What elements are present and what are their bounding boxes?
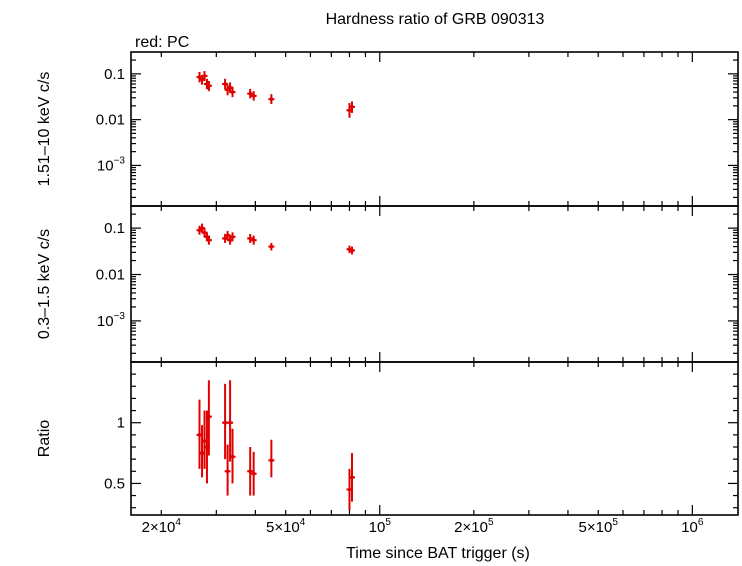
- data-marker: [251, 238, 256, 242]
- data-marker: [228, 238, 232, 242]
- x-tick-label: 5×105: [579, 517, 619, 536]
- data-marker: [347, 487, 352, 492]
- y-axis-label-hard: 1.51–10 keV c/s: [36, 72, 53, 187]
- panel-soft-frame: [130, 205, 739, 363]
- data-marker: [223, 236, 227, 241]
- data-point: [348, 453, 355, 502]
- data-point: [205, 80, 212, 92]
- panel-ratio-frame: [130, 361, 739, 516]
- panels-layer: 0.1 0.01 10−3 1.51–10 keV c/s 0.1 0.01 10−3 0.3…: [36, 51, 739, 516]
- data-marker: [251, 471, 256, 476]
- data-marker: [269, 244, 274, 249]
- data-marker: [223, 420, 227, 425]
- y-axis-label-ratio: Ratio: [36, 420, 53, 457]
- data-point: [203, 410, 210, 484]
- data-point: [201, 71, 208, 81]
- data-point: [247, 88, 254, 99]
- data-marker: [200, 77, 204, 82]
- data-marker: [197, 228, 202, 233]
- data-marker: [197, 75, 202, 79]
- data-point: [224, 230, 231, 240]
- data-marker: [269, 458, 274, 463]
- data-marker: [228, 85, 232, 90]
- y-tick-label: 0.01: [96, 112, 125, 129]
- data-point: [247, 447, 254, 496]
- data-marker: [205, 235, 209, 239]
- data-marker: [248, 469, 252, 474]
- chart-title: Hardness ratio of GRB 090313: [326, 11, 545, 28]
- y-tick-label: 0.5: [104, 475, 125, 492]
- data-point: [348, 101, 355, 113]
- y-axis-label-soft: 0.3–1.5 keV c/s: [36, 229, 53, 339]
- data-marker: [202, 74, 207, 78]
- data-marker: [207, 83, 211, 88]
- data-marker: [225, 469, 230, 474]
- data-point: [268, 242, 275, 251]
- data-marker: [248, 91, 252, 96]
- data-point: [224, 444, 231, 496]
- y-tick-label: 0.01: [96, 267, 125, 284]
- data-point: [222, 78, 229, 90]
- data-marker: [225, 233, 230, 238]
- panel-soft: 0.1 0.01 10−3 0.3–1.5 keV c/s: [36, 205, 739, 363]
- data-point: [268, 94, 275, 104]
- data-marker: [202, 439, 207, 443]
- data-marker: [228, 420, 232, 425]
- x-tick-label: 2×104: [142, 517, 182, 536]
- data-marker: [347, 108, 352, 113]
- data-marker: [225, 87, 230, 92]
- x-axis-label: Time since BAT trigger (s): [346, 545, 530, 562]
- data-marker: [207, 238, 211, 242]
- data-point: [229, 428, 236, 484]
- data-marker: [350, 475, 354, 480]
- x-tick-label: 105: [369, 517, 392, 536]
- panel-hard: 0.1 0.01 10−3 1.51–10 keV c/s: [36, 51, 739, 207]
- data-point: [222, 383, 229, 460]
- data-point: [229, 232, 236, 242]
- data-marker: [350, 248, 354, 253]
- data-marker: [200, 451, 204, 455]
- data-marker: [223, 82, 227, 86]
- data-marker: [350, 105, 354, 109]
- data-marker: [230, 235, 235, 239]
- data-point: [268, 439, 275, 478]
- data-point: [250, 91, 257, 101]
- y-tick-label: 0.1: [104, 66, 125, 83]
- data-marker: [251, 94, 256, 98]
- data-point: [205, 380, 212, 456]
- data-marker: [202, 230, 207, 235]
- data-marker: [197, 433, 202, 437]
- x-tick-label: 2×105: [454, 517, 494, 536]
- legend-label: red: PC: [135, 34, 189, 51]
- y-tick-label: 0.1: [104, 220, 125, 237]
- x-axis-ticks: 2×104 5×104 105 2×105 5×105 106: [142, 517, 704, 536]
- data-point: [250, 235, 257, 245]
- panel-hard-frame: [130, 51, 739, 207]
- x-tick-label: 5×104: [266, 517, 306, 536]
- data-point: [205, 235, 212, 245]
- data-marker: [207, 414, 211, 419]
- data-point: [250, 451, 257, 496]
- panel-ratio: 1 0.5 Ratio: [36, 361, 739, 516]
- data-point: [229, 86, 236, 98]
- x-tick-label: 106: [681, 517, 704, 536]
- data-marker: [230, 90, 235, 94]
- y-tick-label: 10−3: [97, 311, 126, 330]
- y-tick-label: 10−3: [97, 155, 126, 174]
- data-marker: [269, 97, 274, 101]
- data-marker: [200, 226, 204, 230]
- data-marker: [230, 454, 235, 459]
- data-point: [348, 246, 355, 255]
- y-tick-label: 1: [117, 415, 125, 432]
- data-point: [196, 399, 203, 469]
- data-marker: [205, 445, 209, 449]
- data-point: [227, 380, 234, 462]
- data-point: [247, 233, 254, 243]
